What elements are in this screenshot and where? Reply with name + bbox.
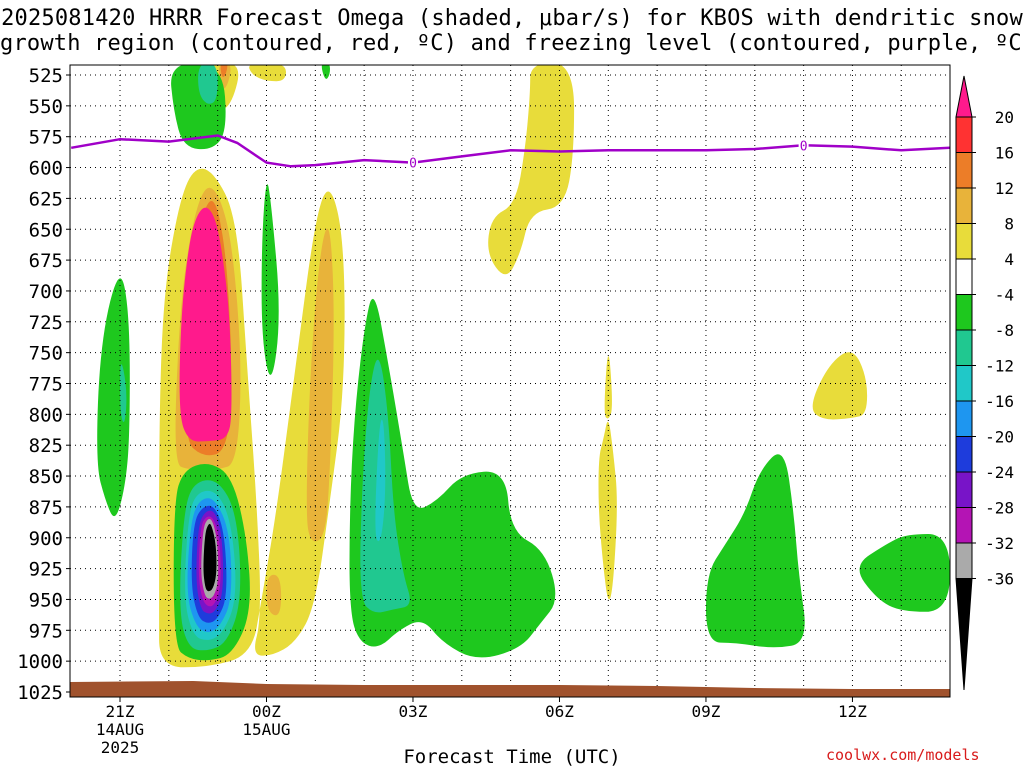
y-tick-label-925: 925: [29, 559, 63, 581]
freezing-level-label-0: 0: [409, 157, 417, 172]
x-tick-sublabel-21Z-0: 14AUG: [96, 720, 144, 739]
grid-lines: [70, 65, 950, 697]
y-tick-label-950: 950: [29, 589, 63, 611]
omega-region-14: [97, 278, 130, 517]
colorbar-segment-7: [955, 329, 973, 366]
y-tick-label-625: 625: [29, 188, 63, 210]
colorbar-segment-6: [955, 294, 973, 331]
colorbar-segment-13: [955, 542, 973, 579]
omega-region-19: [261, 184, 279, 375]
colorbar-segment-3: [955, 187, 973, 224]
omega-region-3: [306, 228, 334, 542]
omega-region-17: [198, 65, 218, 104]
y-tick-label-800: 800: [29, 404, 63, 426]
y-tick-label-1025: 1025: [17, 682, 63, 704]
y-tick-label-750: 750: [29, 343, 63, 365]
colorbar-segment-5: [955, 258, 973, 295]
colorbar-label-5: -4: [995, 286, 1014, 305]
omega-region-10: [604, 356, 612, 419]
omega-region-31: [375, 419, 386, 542]
y-tick-label-775: 775: [29, 374, 63, 396]
colorbar-segment-2: [955, 152, 973, 189]
freezing-label-bg-0: [407, 155, 418, 169]
x-tick-sublabel-00Z-0: 15AUG: [242, 720, 290, 739]
colorbar-segment-10: [955, 436, 973, 473]
y-tick-label-875: 875: [29, 497, 63, 519]
omega-region-12: [249, 65, 286, 82]
omega-region-15: [120, 364, 127, 423]
x-tick-label-12Z: 12Z: [838, 702, 867, 721]
omega-region-18: [321, 65, 330, 79]
plot-frame: [69, 64, 951, 698]
y-tick-label-825: 825: [29, 435, 63, 457]
omega-region-9: [598, 421, 617, 600]
colorbar-label-3: 8: [1004, 215, 1014, 234]
colorbar-segment-4: [955, 223, 973, 260]
surface-band: [70, 681, 950, 697]
colorbar-label-11: -28: [985, 499, 1014, 518]
colorbar-segment-9: [955, 400, 973, 437]
x-tick-label-09Z: 09Z: [692, 702, 721, 721]
surface-terrain: [70, 681, 950, 697]
colorbar-label-4: 4: [1004, 250, 1014, 269]
omega-region-11: [812, 352, 868, 420]
colorbar-label-9: -20: [985, 428, 1014, 447]
omega-region-4: [266, 574, 282, 616]
omega-region-32: [706, 454, 805, 648]
credit-text: coolwx.com/models: [826, 746, 980, 764]
freezing-level: 00: [70, 134, 950, 172]
colorbar-segment-8: [955, 365, 973, 402]
y-tick-label-550: 550: [29, 96, 63, 118]
colorbar-label-6: -8: [995, 321, 1014, 340]
omega-region-8: [488, 65, 575, 275]
omega-region-33: [859, 534, 950, 612]
omega-shading: [97, 65, 950, 668]
y-tick-label-850: 850: [29, 466, 63, 488]
chart-title-line1: 2025081420 HRRR Forecast Omega (shaded, …: [1, 6, 1023, 31]
colorbar: 20 16 12 8 4 -4 -8 -12 -16 -20 -24 -28 -32 -36: [955, 75, 1014, 691]
colorbar-top-arrow: [955, 75, 973, 118]
colorbar-label-2: 12: [995, 179, 1014, 198]
omega-region-28: [203, 523, 217, 592]
colorbar-label-8: -16: [985, 392, 1014, 411]
x-tick-label-21Z: 21Z: [106, 702, 135, 721]
y-tick-label-525: 525: [29, 65, 63, 87]
colorbar-label-13: -36: [985, 570, 1014, 589]
chart-title: 2025081420 HRRR Forecast Omega (shaded, …: [0, 6, 1024, 56]
colorbar-label-7: -12: [985, 357, 1014, 376]
x-axis-label: Forecast Time (UTC): [403, 746, 621, 768]
freezing-level-label-1: 0: [800, 139, 808, 154]
colorbar-segment-12: [955, 507, 973, 544]
colorbar-bottom-arrow: [955, 578, 973, 691]
x-tick-label-06Z: 06Z: [545, 702, 574, 721]
y-tick-label-975: 975: [29, 620, 63, 642]
omega-region-13: [179, 207, 232, 442]
omega-region-7: [220, 65, 228, 77]
x-tick-label-03Z: 03Z: [399, 702, 428, 721]
y-axis-ticks: 525 550 575 600 625 650 675 700 725 750 775 800 825 8…: [17, 65, 70, 704]
colorbar-segment-11: [955, 471, 973, 508]
colorbar-label-12: -32: [985, 534, 1014, 553]
y-tick-label-575: 575: [29, 127, 63, 149]
y-tick-label-650: 650: [29, 219, 63, 241]
y-tick-label-1000: 1000: [17, 651, 63, 673]
colorbar-label-10: -24: [985, 463, 1014, 482]
y-tick-label-675: 675: [29, 250, 63, 272]
freezing-label-bg-1: [798, 138, 809, 152]
y-tick-label-725: 725: [29, 312, 63, 334]
y-tick-label-700: 700: [29, 281, 63, 303]
chart-title-line2: growth region (contoured, red, ºC) and f…: [0, 31, 1024, 56]
y-tick-label-900: 900: [29, 528, 63, 550]
colorbar-segment-1: [955, 116, 973, 153]
x-tick-label-00Z: 00Z: [252, 702, 281, 721]
x-tick-sublabel-21Z-1: 2025: [101, 738, 140, 757]
colorbar-label-1: 16: [995, 144, 1014, 163]
freezing-level-line: [70, 134, 950, 168]
y-tick-label-600: 600: [29, 158, 63, 180]
colorbar-label-0: 20: [995, 108, 1014, 127]
